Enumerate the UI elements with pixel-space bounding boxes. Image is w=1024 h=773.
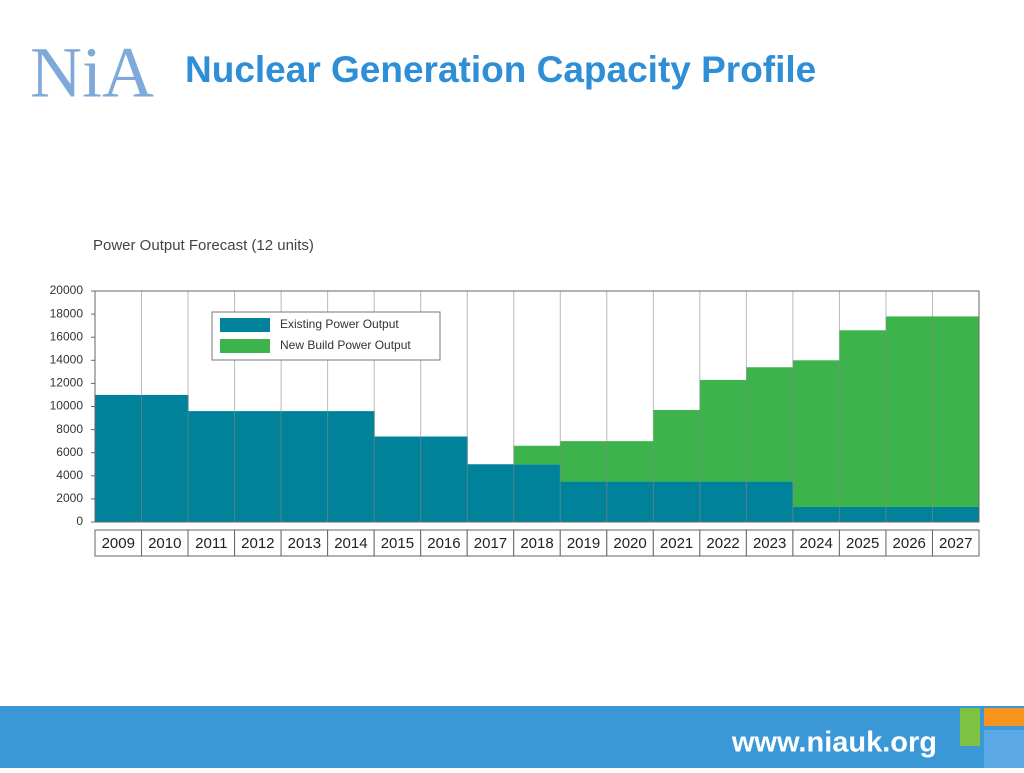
category-box [792,529,840,557]
x-tick-label: 2020 [613,535,646,552]
x-tick-label: 2019 [567,535,600,552]
x-tick-label: 2025 [846,535,879,552]
x-tick-label: 2022 [706,535,739,552]
category-box [373,529,422,557]
x-tick-label: 2016 [427,535,460,552]
area-segment [513,445,561,465]
category-box [885,529,933,557]
decor-square [984,708,1024,726]
area-segment [188,411,236,522]
area-segment [932,506,980,522]
area-segment [746,481,794,522]
x-tick-label: 2023 [753,535,786,552]
x-tick-label: 2021 [660,535,693,552]
area-segment [420,436,468,522]
x-tick-label: 2017 [474,535,507,552]
y-tick-label: 6000 [56,445,83,459]
legend-swatch [220,318,270,332]
area-segment [653,409,701,482]
area-segment [653,481,701,522]
area-segment [885,316,933,507]
legend-label: Existing Power Output [280,317,399,331]
category-box [420,529,468,557]
area-segment [560,481,608,522]
y-tick-label: 10000 [50,399,84,413]
area-segment [560,441,608,482]
legend-label: New Build Power Output [280,338,411,352]
area-segment [699,481,747,522]
area-segment [792,506,840,522]
y-tick-label: 14000 [50,352,84,366]
area-segment [141,394,189,522]
y-tick-label: 18000 [50,306,84,320]
category-box [838,529,887,557]
x-tick-label: 2024 [799,535,832,552]
area-segment [839,330,887,507]
chart-title: Power Output Forecast (12 units) [93,237,314,254]
x-tick-label: 2011 [195,535,227,552]
area-segment [281,411,329,522]
category-box [513,529,561,557]
y-tick-label: 2000 [56,491,83,505]
category-box [931,529,980,557]
y-tick-label: 16000 [50,329,84,343]
category-box [559,529,608,557]
area-segment [467,464,515,522]
x-tick-label: 2018 [520,535,553,552]
category-box [187,529,236,557]
area-segment [327,411,375,522]
category-box [606,529,654,557]
x-tick-label: 2014 [334,535,367,552]
category-box [745,529,794,557]
x-tick-label: 2026 [893,535,926,552]
x-tick-label: 2012 [241,535,274,552]
area-segment [234,411,282,522]
area-segment [839,506,887,522]
legend-swatch [220,339,270,353]
area-segment [699,379,747,482]
y-tick-label: 0 [76,514,83,528]
x-tick-label: 2009 [102,535,135,552]
category-box [94,529,143,557]
decor-square [984,730,1024,768]
footer-bar [0,706,1024,768]
footer-url: www.niauk.org [731,727,937,759]
x-tick-label: 2027 [939,535,972,552]
x-tick-label: 2013 [288,535,321,552]
area-segment [374,436,422,522]
area-segment [746,367,794,482]
y-tick-label: 4000 [56,468,83,482]
area-segment [606,481,654,522]
logo: NiA [30,33,154,113]
area-segment [885,506,933,522]
x-tick-label: 2015 [381,535,414,552]
area-segment [792,360,840,507]
category-box [280,529,329,557]
area-segment [606,441,654,482]
area-segment [513,464,561,522]
category-box [699,529,747,557]
area-segment [95,394,143,522]
slide-title: Nuclear Generation Capacity Profile [185,49,816,90]
y-tick-label: 12000 [50,376,84,390]
decor-square [960,708,980,746]
category-box [652,529,701,557]
y-tick-label: 20000 [50,283,84,297]
y-tick-label: 8000 [56,422,83,436]
x-tick-label: 2010 [148,535,181,552]
chart: 0 2000 4000 6000 8000 10000 12000 14000 16000 180… [50,283,980,557]
area-segment [932,316,980,507]
